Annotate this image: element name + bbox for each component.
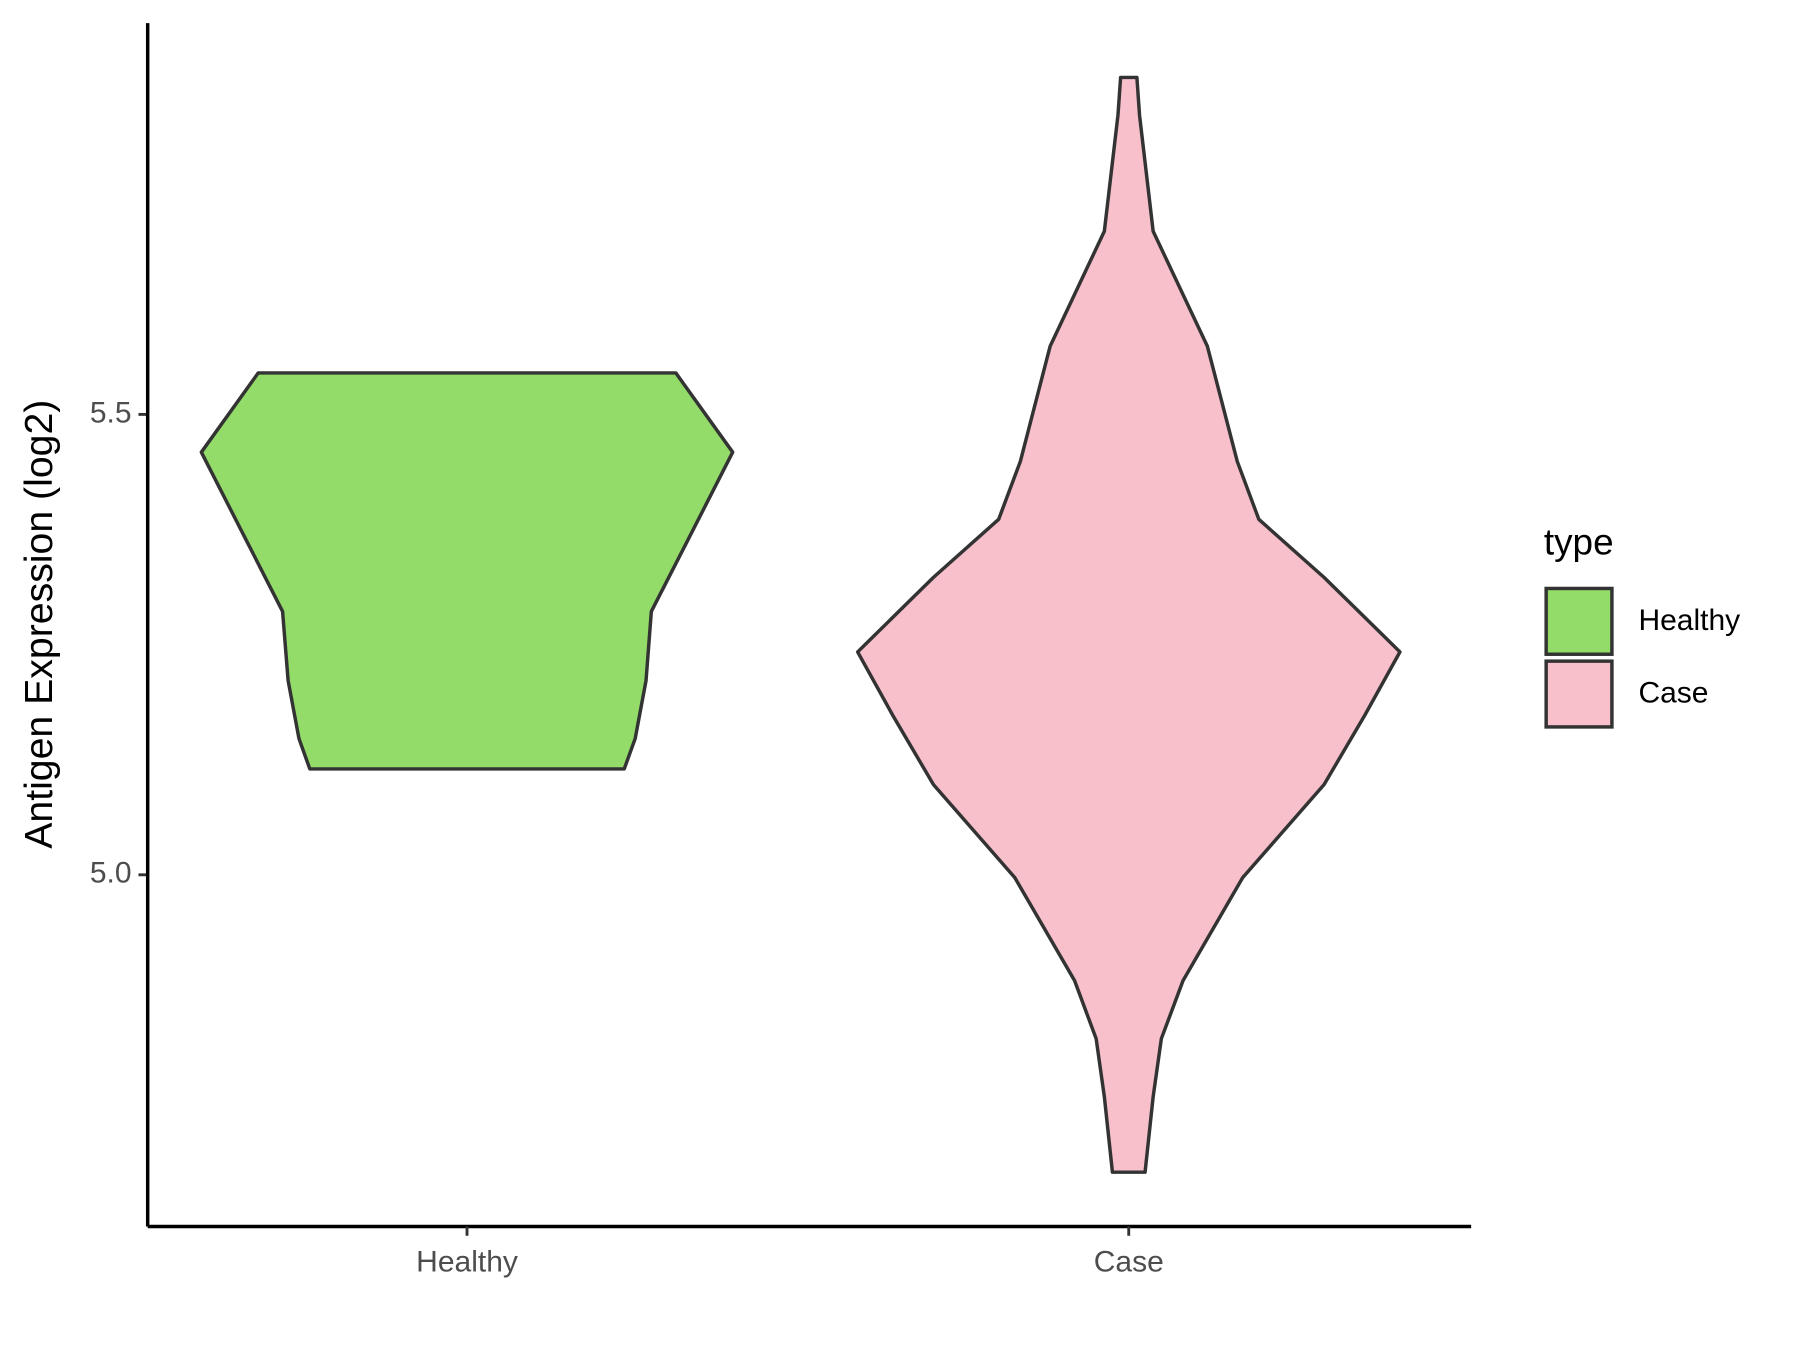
legend-label: Case bbox=[1638, 677, 1708, 710]
legend-title: type bbox=[1544, 521, 1614, 562]
y-tick-label: 5.0 bbox=[90, 857, 132, 890]
legend-key bbox=[1544, 586, 1614, 656]
legend-label: Healthy bbox=[1638, 604, 1740, 637]
violin bbox=[855, 75, 1402, 1174]
legend-key bbox=[1544, 659, 1614, 729]
violin bbox=[199, 371, 735, 771]
x-tick-label: Healthy bbox=[416, 1245, 518, 1278]
y-tick-label: 5.5 bbox=[90, 396, 132, 429]
y-axis-title: Antigen Expression (log2) bbox=[17, 400, 61, 849]
x-tick-label: Case bbox=[1094, 1245, 1164, 1278]
